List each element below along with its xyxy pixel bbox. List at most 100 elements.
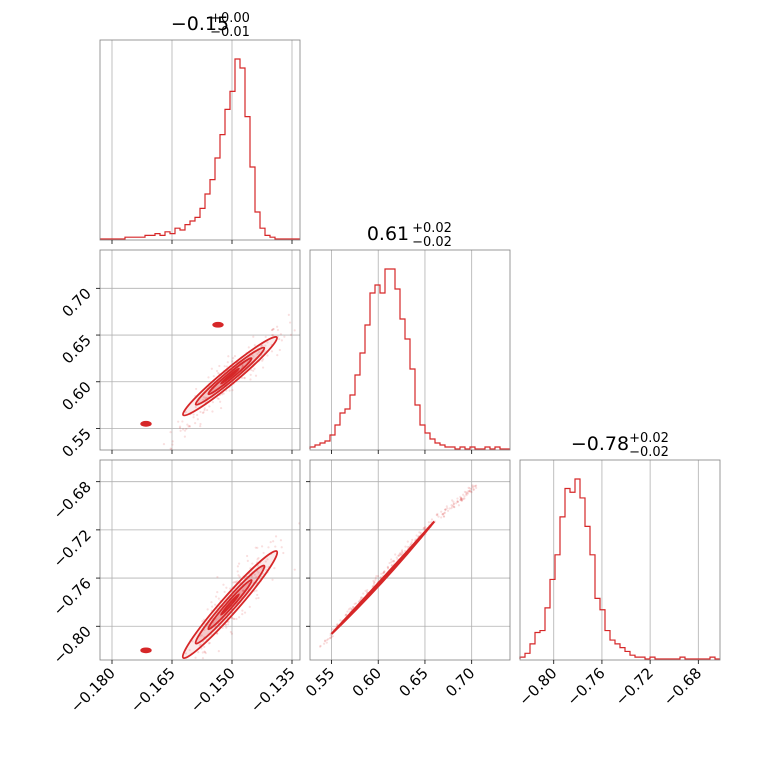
sample-point: [462, 493, 465, 496]
sample-point: [184, 411, 187, 414]
sample-point: [442, 512, 445, 516]
sample-point: [181, 420, 184, 423]
sample-point: [279, 333, 283, 336]
sample-point: [376, 575, 380, 578]
xtick-label-1-2: 0.65: [395, 664, 431, 700]
sample-point: [169, 431, 172, 434]
title-param-1: 0.61: [367, 223, 409, 245]
sample-point: [171, 440, 174, 443]
sample-point: [257, 351, 261, 354]
sample-point: [234, 580, 238, 583]
sample-point: [270, 350, 274, 353]
sample-point: [177, 420, 180, 423]
sample-point: [203, 645, 206, 648]
sample-point: [418, 531, 421, 534]
sample-point: [400, 550, 403, 553]
sample-point: [276, 325, 279, 328]
xtick-label-1-1: 0.60: [349, 664, 385, 700]
hist-panel-0: [99, 39, 301, 241]
sample-point: [271, 328, 274, 332]
title-param-2: −0.78: [571, 433, 629, 455]
sample-point: [461, 498, 464, 501]
sample-point: [184, 652, 188, 655]
ytick-label-1-0: 0.55: [58, 425, 94, 461]
sample-point: [354, 602, 358, 605]
sample-point: [415, 534, 418, 537]
sample-point: [186, 423, 189, 426]
sample-point: [212, 375, 215, 378]
sample-point: [257, 571, 260, 574]
contour-island-0: [140, 647, 152, 654]
sample-point: [224, 623, 228, 627]
sample-point: [218, 364, 221, 368]
sample-point: [238, 616, 241, 619]
sample-point: [327, 638, 330, 641]
sample-point: [223, 590, 226, 593]
sample-point: [241, 609, 244, 612]
sample-point: [351, 606, 355, 609]
sample-point: [147, 735, 149, 737]
xtick-label-2-3: −0.68: [660, 664, 705, 709]
sample-point: [203, 408, 206, 412]
sample-point: [459, 498, 463, 501]
sample-point: [323, 640, 327, 643]
ytick-label-1-2: 0.65: [58, 331, 94, 367]
sample-point: [194, 405, 197, 409]
sample-point: [192, 413, 195, 416]
sample-point: [471, 484, 474, 487]
sample-point: [441, 513, 444, 516]
sample-point: [237, 562, 241, 565]
sample-point: [336, 623, 339, 626]
sample-point: [249, 378, 252, 381]
sample-point: [298, 522, 300, 525]
sample-point: [469, 489, 472, 493]
sample-point: [472, 488, 475, 491]
sample-point: [382, 571, 386, 574]
sample-point: [189, 682, 191, 684]
xtick-label-0-1: −0.165: [127, 664, 179, 716]
sample-point: [216, 575, 219, 579]
sample-point: [410, 541, 413, 544]
sample-point: [372, 582, 376, 586]
sample-point: [260, 545, 264, 548]
sample-point: [406, 540, 409, 543]
histogram-2: [519, 478, 720, 660]
xtick-label-2-1: −0.76: [564, 664, 609, 709]
contour-level-2: [207, 357, 253, 396]
sample-point: [374, 576, 377, 580]
sample-point: [227, 620, 230, 624]
contour-level-0: [182, 335, 278, 417]
sample-point: [254, 546, 257, 549]
sample-point: [451, 499, 454, 502]
sample-point: [390, 564, 393, 567]
sample-point: [187, 663, 189, 665]
sample-point: [325, 641, 328, 644]
sample-point: [346, 610, 349, 613]
sample-point: [460, 497, 463, 500]
sample-point: [272, 334, 275, 337]
sample-point: [457, 504, 461, 507]
sample-point: [468, 487, 471, 490]
sample-point: [373, 580, 376, 584]
sample-point: [360, 596, 363, 600]
sample-point: [470, 491, 473, 494]
sample-point: [441, 513, 444, 516]
sample-point: [170, 696, 172, 698]
sample-point: [468, 489, 471, 492]
sample-point: [253, 367, 256, 370]
sample-point: [187, 425, 190, 428]
histogram-0: [100, 58, 300, 240]
sample-point: [339, 619, 342, 622]
ytick-label-2-2: −0.72: [50, 526, 95, 571]
sample-point: [199, 686, 201, 688]
sample-point: [200, 647, 203, 650]
sample-point: [331, 628, 334, 631]
sample-point: [217, 650, 220, 653]
sample-point: [399, 552, 402, 555]
sample-point: [353, 602, 356, 605]
sample-point: [225, 365, 228, 368]
sample-point: [201, 651, 204, 654]
sample-point: [380, 572, 383, 575]
sample-point: [217, 397, 220, 401]
sample-point: [452, 502, 456, 505]
